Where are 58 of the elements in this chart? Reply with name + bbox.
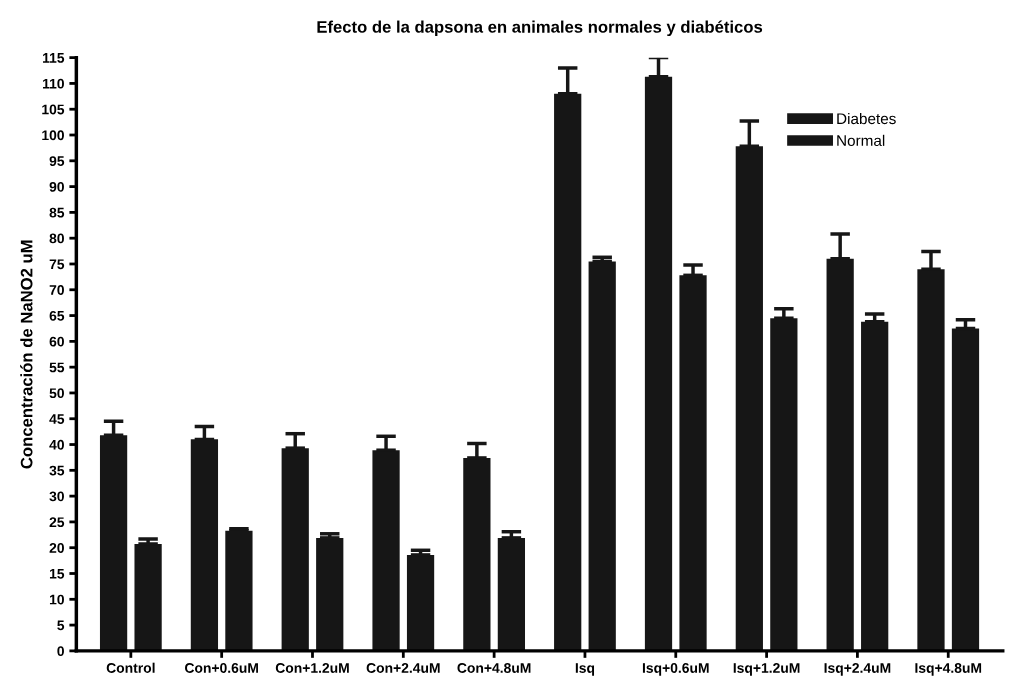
bar: [554, 93, 582, 651]
y-tick-label: 110: [43, 78, 64, 89]
y-tick-label: 25: [49, 517, 65, 528]
bar: [99, 435, 128, 651]
y-tick-label: 20: [49, 543, 64, 553]
y-tick-label: 100: [42, 130, 64, 141]
y-tick-label: 80: [49, 233, 64, 244]
x-tick-label: Isq+2.4uM: [824, 663, 891, 676]
bar: [735, 146, 763, 651]
y-tick-label: 90: [49, 181, 64, 192]
bar: [406, 554, 435, 651]
x-tick-label: Isq: [575, 663, 595, 676]
bar: [826, 258, 854, 651]
legend-label: Normal: [837, 134, 885, 147]
x-tick-label: Isq+1.2uM: [733, 663, 800, 676]
y-tick-label: 60: [49, 336, 64, 347]
bar: [679, 275, 707, 651]
y-tick-label: 45: [49, 414, 65, 424]
y-tick-label: 70: [49, 285, 64, 295]
y-tick-label: 35: [49, 465, 65, 476]
y-tick-label: 40: [49, 439, 64, 450]
bar: [497, 537, 526, 651]
y-tick-label: 30: [49, 491, 64, 502]
x-tick-label: Con+4.8uM: [457, 663, 531, 673]
bar: [861, 321, 889, 651]
chart-title: Efecto de la dapsona en animales normales y diabéticos: [317, 20, 763, 37]
legend-label: Diabetes: [837, 112, 896, 125]
bar: [372, 450, 400, 651]
x-tick-label: Isq+0.6uM: [642, 663, 709, 676]
bar: [644, 76, 673, 651]
y-tick-label: 0: [57, 646, 64, 657]
bar: [770, 318, 798, 651]
x-tick-label: Con+1.2uM: [275, 663, 349, 673]
y-tick-label: 85: [49, 207, 65, 218]
x-tick-label: Control: [106, 662, 155, 673]
bar: [588, 261, 616, 651]
bar: [316, 537, 344, 651]
y-tick-label: 75: [49, 259, 65, 270]
bar: [951, 328, 980, 651]
y-tick-label: 95: [49, 156, 65, 166]
bar: [225, 530, 253, 651]
y-axis-title: Concentración de NaNO2 uM: [20, 240, 33, 469]
bar: [134, 544, 162, 651]
y-tick-label: 55: [49, 362, 65, 373]
y-tick-label: 15: [49, 568, 65, 579]
bar: [917, 269, 945, 651]
y-tick-label: 115: [43, 53, 65, 63]
x-tick-label: Con+2.4uM: [366, 663, 440, 673]
y-tick-label: 105: [42, 104, 65, 115]
x-tick-label: Con+0.6uM: [185, 663, 258, 673]
bar: [281, 448, 309, 651]
x-tick-label: Isq+4.8uM: [915, 663, 982, 676]
y-tick-label: 65: [49, 310, 65, 321]
y-tick-label: 5: [57, 620, 65, 631]
bar: [190, 439, 219, 651]
y-tick-label: 50: [49, 388, 64, 399]
bar: [463, 457, 491, 651]
y-tick-label: 10: [49, 594, 64, 605]
